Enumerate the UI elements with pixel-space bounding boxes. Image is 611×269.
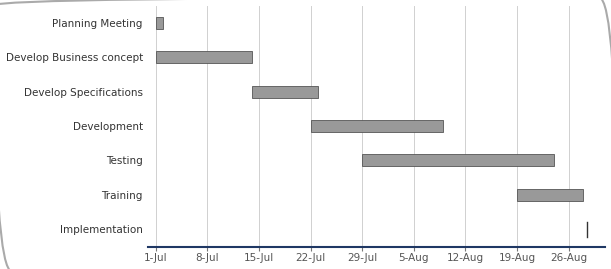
Bar (156, 51, 252, 63)
Bar (310, 120, 443, 132)
Bar (517, 189, 584, 201)
Bar (252, 86, 318, 98)
Bar (156, 17, 163, 29)
Bar (362, 154, 554, 167)
